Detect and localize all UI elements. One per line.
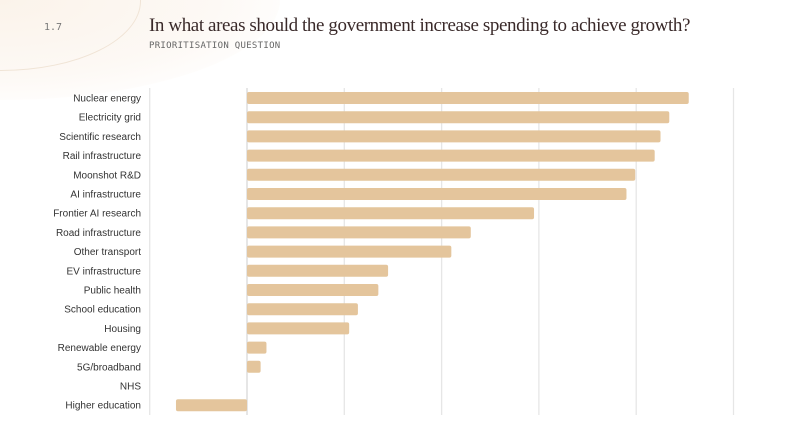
category-label: EV infrastructure xyxy=(67,266,142,277)
category-label: Other transport xyxy=(74,247,141,258)
category-label: Moonshot R&D xyxy=(73,170,141,181)
category-label: Renewable energy xyxy=(58,343,141,354)
bar xyxy=(247,303,358,316)
bar xyxy=(247,360,261,373)
bar xyxy=(247,111,670,124)
bar xyxy=(247,341,267,354)
category-label: Housing xyxy=(104,324,141,335)
category-label: NHS xyxy=(120,382,141,393)
chart-title: In what areas should the government incr… xyxy=(149,15,691,36)
bar xyxy=(247,207,535,220)
category-label: Road infrastructure xyxy=(56,228,141,239)
category-label: AI infrastructure xyxy=(70,190,141,201)
section-number: 1.7 xyxy=(44,22,63,33)
bar xyxy=(247,264,389,277)
bar xyxy=(247,168,636,181)
category-label: Public health xyxy=(84,286,141,297)
bar xyxy=(247,188,627,200)
bar xyxy=(247,92,689,104)
bar xyxy=(247,226,471,239)
bar xyxy=(247,322,350,335)
bar xyxy=(247,149,655,162)
bar xyxy=(247,284,379,296)
category-label: 5G/broadband xyxy=(77,362,141,373)
category-label: Rail infrastructure xyxy=(63,151,142,162)
bar xyxy=(247,130,661,143)
category-label: Electricity grid xyxy=(79,113,141,124)
chart-subtitle: PRIORITISATION QUESTION xyxy=(149,41,281,51)
category-label: Higher education xyxy=(65,401,141,412)
bar xyxy=(175,399,247,412)
category-label: Scientific research xyxy=(59,132,141,143)
category-label: Frontier AI research xyxy=(53,209,141,220)
category-label: Nuclear energy xyxy=(73,94,141,105)
bar xyxy=(247,245,452,258)
category-label: School education xyxy=(64,305,141,316)
